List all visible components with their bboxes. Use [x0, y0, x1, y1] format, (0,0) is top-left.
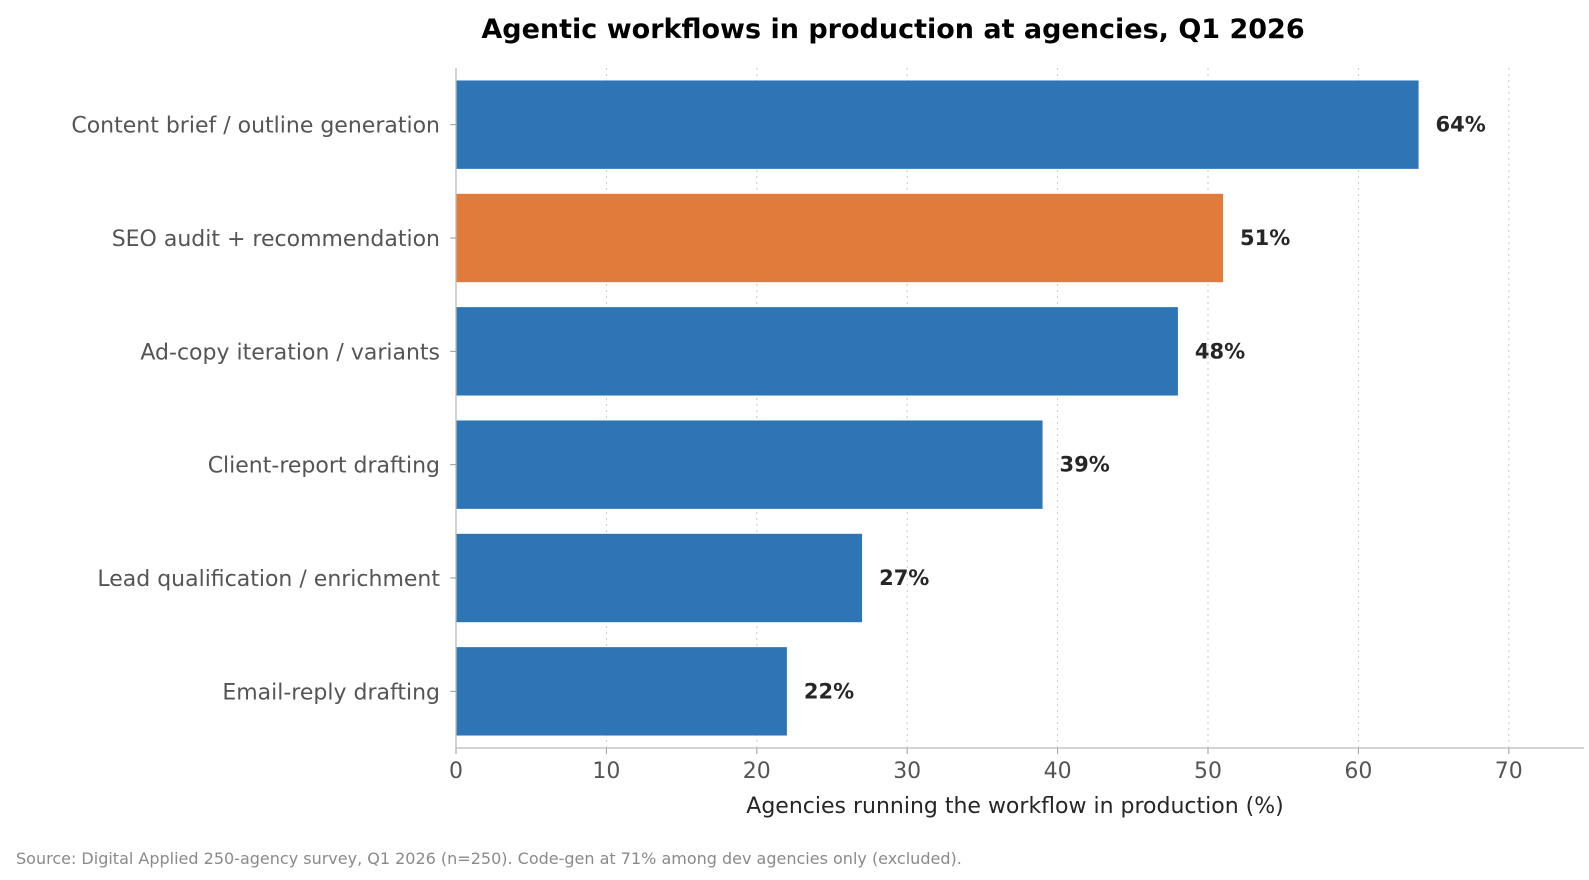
axes	[450, 68, 1584, 754]
category-label: Email-reply drafting	[222, 680, 440, 705]
x-tick-label: 60	[1344, 759, 1372, 784]
value-label: 48%	[1195, 339, 1245, 363]
x-tick-label: 0	[449, 759, 463, 784]
x-tick-label: 50	[1194, 759, 1222, 784]
value-label: 22%	[804, 679, 854, 703]
x-axis-label: Agencies running the workflow in product…	[746, 794, 1283, 819]
x-tick-label: 40	[1044, 759, 1072, 784]
bar	[456, 420, 1043, 509]
value-label: 64%	[1436, 113, 1486, 137]
bar	[456, 193, 1224, 283]
category-label: Ad-copy iteration / variants	[140, 340, 440, 365]
x-tick-label: 30	[893, 759, 921, 784]
gridlines	[605, 68, 1510, 748]
x-tick-label: 20	[743, 759, 771, 784]
category-label: Client-report drafting	[208, 454, 440, 479]
bar	[456, 647, 787, 736]
category-label: SEO audit + recommendation	[112, 227, 440, 252]
bars	[456, 80, 1419, 736]
x-tick-label: 70	[1495, 759, 1523, 784]
chart-title: Agentic workflows in production at agenc…	[481, 14, 1304, 45]
category-label: Content brief / outline generation	[71, 114, 440, 139]
category-label: Lead qualification / enrichment	[97, 567, 440, 592]
value-label: 51%	[1240, 226, 1290, 250]
source-note: Source: Digital Applied 250-agency surve…	[16, 849, 962, 868]
bar	[456, 307, 1178, 396]
x-tick-label: 10	[592, 759, 620, 784]
value-label: 27%	[879, 566, 929, 590]
value-label: 39%	[1060, 453, 1110, 477]
bar	[456, 80, 1419, 169]
labels: 0 10 20 30 40 50 60 70 Content brief / outline g…	[71, 113, 1522, 784]
bar	[456, 533, 863, 623]
